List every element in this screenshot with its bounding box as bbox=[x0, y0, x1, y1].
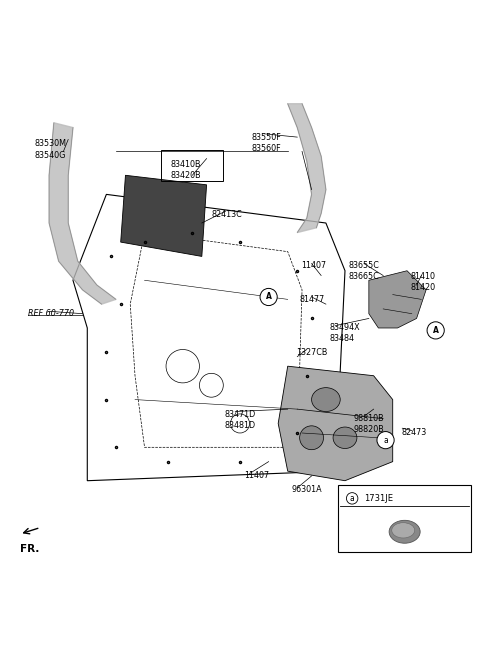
Circle shape bbox=[300, 426, 324, 450]
Text: 83530M
83540G: 83530M 83540G bbox=[35, 140, 67, 159]
Text: 1327CB: 1327CB bbox=[296, 348, 328, 357]
Text: 81410
81420: 81410 81420 bbox=[411, 272, 436, 292]
Circle shape bbox=[427, 322, 444, 339]
Text: 82473: 82473 bbox=[401, 428, 427, 437]
Text: 82413C: 82413C bbox=[211, 210, 242, 218]
Text: FR.: FR. bbox=[21, 544, 40, 554]
Text: 83471D
83481D: 83471D 83481D bbox=[225, 410, 256, 430]
Ellipse shape bbox=[333, 427, 357, 449]
Text: 83550F
83560F: 83550F 83560F bbox=[252, 133, 282, 154]
Text: 96301A: 96301A bbox=[291, 485, 322, 495]
Text: 83494X
83484: 83494X 83484 bbox=[330, 323, 360, 343]
Text: REF 60-770: REF 60-770 bbox=[28, 309, 74, 318]
Text: 11407: 11407 bbox=[244, 471, 269, 480]
Circle shape bbox=[377, 432, 394, 449]
Circle shape bbox=[347, 493, 358, 504]
Polygon shape bbox=[120, 175, 206, 256]
Ellipse shape bbox=[312, 388, 340, 411]
Text: 98810B
98820B: 98810B 98820B bbox=[354, 414, 384, 434]
Text: A: A bbox=[433, 326, 439, 335]
Ellipse shape bbox=[389, 520, 420, 543]
Text: A: A bbox=[266, 293, 272, 302]
Circle shape bbox=[260, 289, 277, 306]
Ellipse shape bbox=[392, 523, 415, 538]
Text: 83410B
83420B: 83410B 83420B bbox=[171, 159, 202, 180]
Polygon shape bbox=[288, 104, 326, 233]
FancyBboxPatch shape bbox=[338, 485, 471, 552]
Polygon shape bbox=[49, 123, 116, 304]
Text: a: a bbox=[383, 436, 388, 445]
Text: 81477: 81477 bbox=[300, 295, 325, 304]
Polygon shape bbox=[278, 366, 393, 481]
Text: a: a bbox=[350, 494, 355, 503]
Text: 1731JE: 1731JE bbox=[364, 494, 393, 503]
Text: 11407: 11407 bbox=[301, 261, 326, 270]
Polygon shape bbox=[369, 271, 426, 328]
Text: 83655C
83665C: 83655C 83665C bbox=[349, 261, 380, 281]
